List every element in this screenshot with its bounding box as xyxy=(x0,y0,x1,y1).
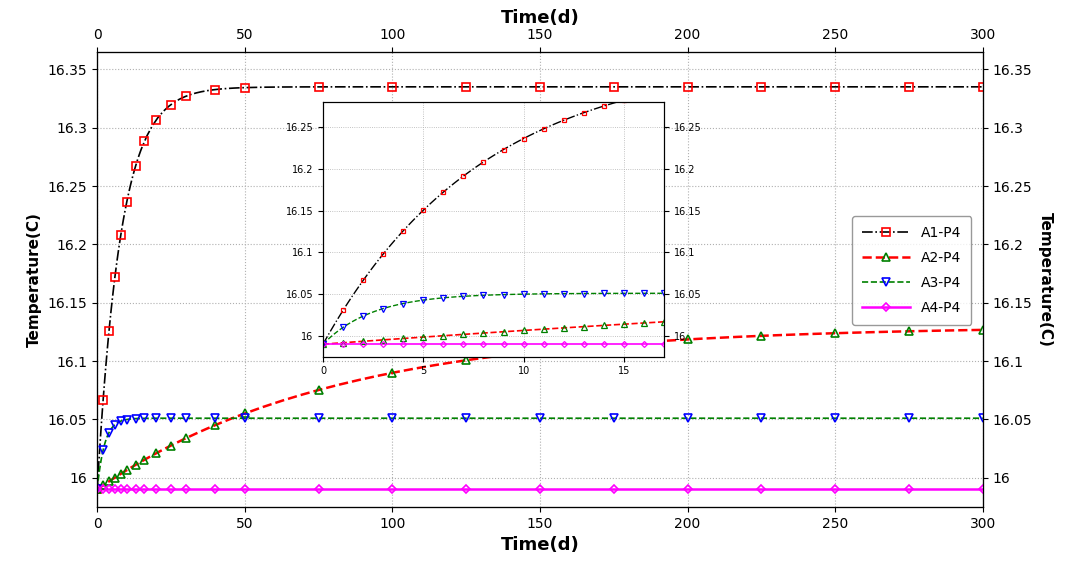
Y-axis label: Temperature(C): Temperature(C) xyxy=(27,212,42,347)
Legend: A1-P4, A2-P4, A3-P4, A4-P4: A1-P4, A2-P4, A3-P4, A4-P4 xyxy=(852,216,971,325)
X-axis label: Time(d): Time(d) xyxy=(501,536,579,554)
X-axis label: Time(d): Time(d) xyxy=(501,9,579,26)
Y-axis label: Temperature(C): Temperature(C) xyxy=(1038,212,1053,347)
